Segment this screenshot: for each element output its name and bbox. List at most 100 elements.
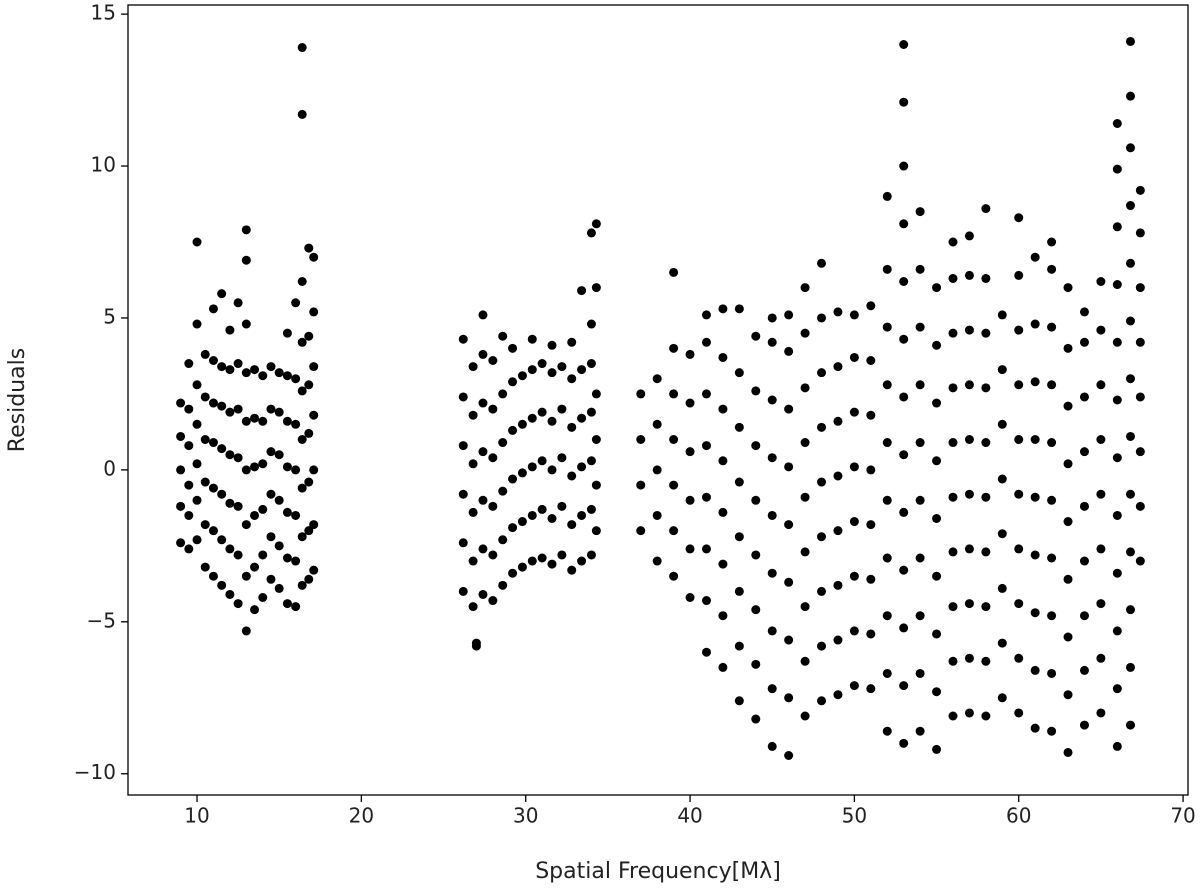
- point: [899, 507, 909, 517]
- y-tick-label: 5: [103, 304, 116, 328]
- point: [915, 611, 925, 621]
- point: [591, 435, 601, 444]
- point: [1063, 747, 1073, 757]
- point: [458, 489, 468, 499]
- point: [948, 328, 958, 338]
- point: [488, 550, 498, 560]
- point: [266, 404, 276, 414]
- point: [981, 711, 991, 721]
- point: [1079, 501, 1089, 511]
- point: [304, 574, 314, 584]
- point: [718, 507, 728, 517]
- point: [291, 556, 301, 566]
- point: [718, 404, 728, 414]
- point: [882, 668, 892, 678]
- point: [547, 465, 557, 475]
- point: [915, 207, 925, 217]
- point: [981, 492, 991, 502]
- point: [981, 328, 991, 338]
- point: [241, 465, 251, 475]
- point: [1096, 653, 1106, 663]
- point: [1030, 665, 1040, 675]
- point: [241, 520, 251, 530]
- point: [652, 556, 662, 566]
- point: [833, 362, 843, 372]
- point: [997, 419, 1007, 429]
- point: [932, 744, 942, 754]
- point: [217, 362, 227, 372]
- point: [478, 349, 488, 359]
- point: [882, 611, 892, 621]
- point: [1047, 438, 1057, 448]
- point: [899, 738, 909, 748]
- point: [488, 356, 498, 365]
- point: [817, 696, 827, 706]
- point: [591, 283, 601, 293]
- point: [1047, 322, 1057, 332]
- point: [734, 477, 744, 487]
- point: [948, 237, 958, 247]
- point: [669, 267, 679, 277]
- point: [217, 444, 227, 454]
- point: [591, 389, 601, 399]
- point: [964, 325, 974, 335]
- point: [468, 602, 478, 612]
- point: [767, 568, 777, 578]
- point: [981, 383, 991, 393]
- point: [833, 580, 843, 590]
- point: [718, 611, 728, 621]
- point: [800, 283, 810, 293]
- point: [899, 277, 909, 286]
- point: [1014, 380, 1024, 390]
- point: [1112, 453, 1122, 463]
- x-tick-label: 30: [513, 804, 538, 828]
- point: [304, 331, 314, 341]
- point: [800, 547, 810, 557]
- point: [1135, 283, 1145, 293]
- point: [1096, 277, 1106, 286]
- point: [192, 380, 202, 390]
- point: [1063, 574, 1073, 584]
- point: [241, 416, 251, 426]
- point: [297, 43, 307, 53]
- point: [208, 571, 218, 581]
- point: [192, 237, 202, 247]
- point: [250, 413, 260, 423]
- point: [567, 471, 577, 481]
- point: [200, 392, 210, 402]
- point: [208, 304, 218, 314]
- point: [915, 380, 925, 390]
- point: [258, 550, 268, 560]
- point: [217, 580, 227, 590]
- point: [784, 577, 794, 587]
- point: [208, 356, 218, 365]
- point: [669, 571, 679, 581]
- point: [458, 441, 468, 451]
- point: [751, 605, 761, 615]
- point: [1030, 608, 1040, 618]
- point: [282, 462, 292, 472]
- point: [767, 395, 777, 405]
- point: [685, 447, 695, 457]
- point: [250, 365, 260, 375]
- point: [701, 337, 711, 347]
- point: [498, 331, 508, 341]
- point: [948, 383, 958, 393]
- point: [767, 337, 777, 347]
- point: [586, 504, 596, 514]
- point: [882, 264, 892, 274]
- point: [498, 389, 508, 399]
- point: [866, 356, 876, 365]
- point: [567, 520, 577, 530]
- point: [498, 580, 508, 590]
- point: [866, 684, 876, 694]
- point: [899, 219, 909, 229]
- point: [304, 243, 314, 253]
- point: [767, 453, 777, 463]
- point: [591, 480, 601, 490]
- point: [200, 349, 210, 359]
- point: [882, 322, 892, 332]
- point: [718, 304, 728, 314]
- point: [250, 510, 260, 520]
